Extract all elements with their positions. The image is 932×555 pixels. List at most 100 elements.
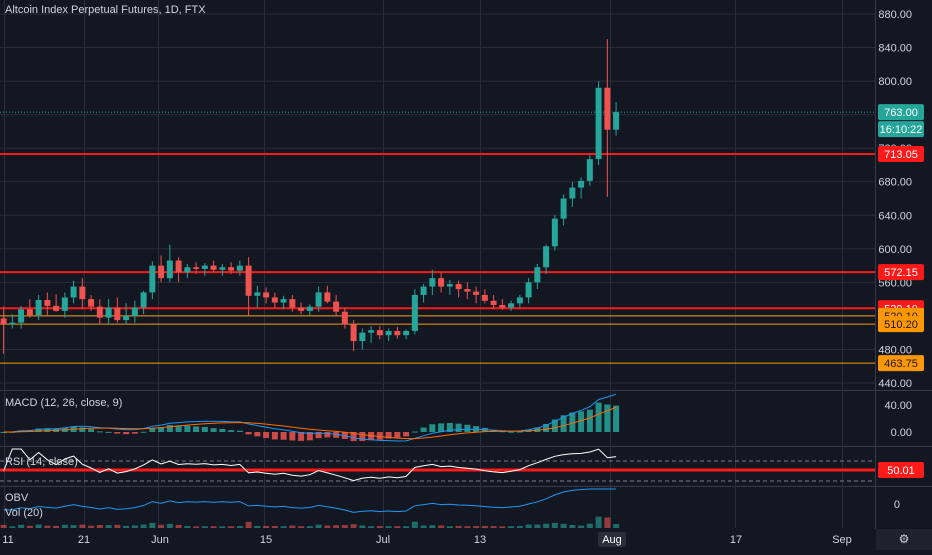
volume-bar: [35, 524, 42, 528]
candle-body: [44, 299, 51, 306]
macd-histogram-bar: [595, 402, 602, 432]
macd-histogram-bar: [385, 432, 392, 439]
price-tick-label: 600.00: [878, 244, 912, 256]
macd-histogram-bar: [219, 428, 226, 432]
chart-title: Altcoin Index Perpetual Futures, 1D, FTX: [5, 4, 206, 16]
macd-histogram-bar: [508, 431, 515, 433]
candle-body: [446, 284, 453, 287]
candle-body: [166, 260, 173, 279]
price-label-text: 572.15: [884, 267, 918, 279]
rsi-value-box: [878, 462, 924, 478]
volume-bar: [105, 525, 112, 528]
macd-histogram-bar: [324, 432, 331, 438]
candle-body: [114, 307, 121, 321]
candle-body: [595, 87, 602, 160]
candle-body: [131, 307, 138, 316]
volume-bar: [341, 524, 348, 528]
candle-body: [123, 315, 130, 321]
time-axis-background: [0, 529, 932, 550]
candle-body: [184, 267, 191, 273]
macd-histogram-bar: [534, 427, 541, 432]
volume-bar: [79, 524, 86, 528]
candle-body: [245, 265, 252, 296]
volume-bar: [236, 525, 243, 528]
candle-body: [376, 330, 383, 336]
time-axis-label: Jun: [151, 534, 169, 546]
volume-bar: [508, 526, 515, 528]
price-tick-label: 560.00: [878, 277, 912, 289]
macd-histogram-bar: [446, 422, 453, 432]
candle-body: [455, 284, 462, 290]
price-label-text: 16:10:22: [880, 124, 923, 136]
candle-body: [280, 299, 287, 303]
macd-histogram-bar: [280, 432, 287, 440]
macd-histogram-bar: [88, 429, 95, 432]
volume-bar: [481, 525, 488, 528]
macd-histogram-bar: [560, 415, 567, 432]
macd-histogram-bar: [254, 432, 261, 437]
volume-bar: [516, 525, 523, 528]
macd-histogram-bar: [105, 431, 112, 433]
candle-body: [263, 292, 270, 298]
price-label-box: [878, 264, 924, 281]
candle-body: [79, 286, 86, 300]
volume-bar: [411, 521, 418, 528]
volume-bar: [543, 523, 550, 528]
volume-bar: [490, 526, 497, 528]
candle-body: [193, 267, 200, 269]
price-tick-label: 640.00: [878, 210, 912, 222]
signal-line: [3, 406, 617, 440]
macd-histogram-bar: [79, 427, 86, 432]
macd-histogram-bar: [429, 424, 436, 432]
volume-bar: [350, 524, 357, 528]
volume-bar: [551, 522, 558, 528]
candle-body: [341, 311, 348, 325]
candle-body: [158, 265, 165, 279]
candle-body: [219, 267, 226, 270]
volume-bar: [254, 525, 261, 528]
candle-body: [88, 299, 95, 307]
volume-bar: [9, 526, 16, 528]
volume-bar: [403, 526, 410, 528]
candle-body: [333, 301, 340, 312]
macd-histogram-bar: [228, 430, 235, 432]
volume-bar: [289, 525, 296, 528]
volume-bar: [604, 517, 611, 528]
macd-histogram-bar: [551, 419, 558, 432]
macd-histogram-bar: [123, 432, 130, 435]
volume-bar: [44, 525, 51, 528]
volume-bar: [175, 524, 182, 528]
volume-bar: [306, 526, 313, 528]
volume-bar: [368, 526, 375, 528]
volume-bar: [429, 525, 436, 528]
volume-bar: [333, 525, 340, 528]
candle-body: [420, 286, 427, 295]
volume-bar: [114, 524, 121, 528]
macd-histogram-bar: [306, 432, 313, 441]
volume-bar: [534, 524, 541, 528]
candle-body: [350, 324, 357, 342]
macd-histogram-bar: [236, 430, 243, 432]
volume-bar: [61, 524, 68, 528]
volume-bar: [0, 524, 7, 528]
volume-bar: [455, 525, 462, 528]
candle-body: [236, 265, 243, 271]
macd-histogram-bar: [359, 432, 366, 442]
price-tick-label: 800.00: [878, 76, 912, 88]
candle-body: [315, 292, 322, 307]
candle-body: [96, 306, 103, 318]
rsi-value-text: 50.01: [887, 465, 915, 477]
candle-body: [604, 87, 611, 130]
candle-body: [385, 331, 392, 336]
macd-histogram-bar: [201, 426, 208, 432]
volume-bar: [298, 526, 305, 528]
candle-body: [324, 292, 331, 302]
macd-histogram-bar: [315, 432, 322, 439]
volume-bar: [193, 526, 200, 528]
macd-histogram-bar: [569, 412, 576, 432]
macd-histogram-bar: [455, 423, 462, 432]
volume-bar: [473, 526, 480, 528]
candle-body: [403, 331, 410, 336]
candle-body: [368, 330, 375, 333]
